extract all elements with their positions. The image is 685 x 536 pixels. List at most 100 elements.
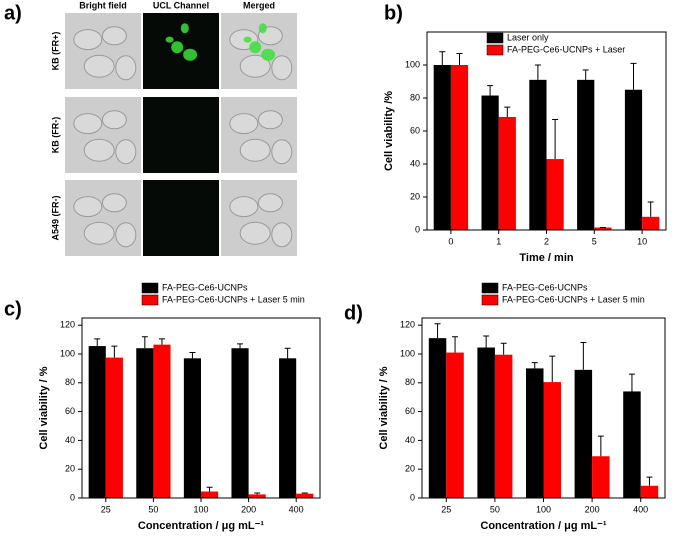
bar: [640, 485, 659, 498]
image-background: [143, 180, 219, 256]
micrograph: [65, 97, 141, 173]
bar: [279, 358, 297, 498]
bar: [428, 338, 447, 498]
cell: [83, 138, 115, 162]
error-bar: [94, 338, 101, 347]
y-tick-label: 20: [405, 464, 415, 474]
legend-swatch: [141, 282, 159, 294]
x-tick-label: 200: [585, 504, 600, 514]
error-bar: [597, 435, 604, 457]
bar: [529, 79, 547, 230]
error-bar: [483, 335, 490, 348]
y-tick-label: 60: [65, 406, 75, 416]
x-tick-label: 50: [148, 504, 158, 514]
legend-swatch: [486, 32, 504, 44]
cell: [271, 139, 293, 165]
error-bar: [630, 62, 637, 90]
y-tick-label: 120: [400, 320, 415, 330]
error-bar: [254, 492, 261, 495]
error-bar: [111, 345, 118, 358]
error-bar: [646, 476, 653, 486]
y-tick-label: 80: [65, 377, 75, 387]
column-header: Bright field: [79, 0, 127, 10]
error-bar: [628, 373, 635, 392]
y-tick-label: 100: [60, 348, 75, 358]
error-bar: [206, 486, 213, 492]
bar: [153, 344, 171, 498]
bar: [577, 79, 595, 230]
plot-frame: [426, 31, 667, 231]
micrograph: [143, 97, 219, 173]
bar: [136, 348, 154, 498]
error-bar: [582, 69, 589, 80]
x-tick-label: 2: [544, 236, 549, 246]
fluorescence: [249, 41, 262, 54]
bar: [201, 491, 219, 498]
panel-label: d): [344, 302, 363, 324]
fluorescence: [261, 48, 276, 61]
cell: [73, 113, 103, 135]
y-tick-label: 120: [60, 320, 75, 330]
bar: [498, 116, 516, 230]
legend-swatch: [481, 282, 499, 294]
micrograph: [221, 97, 297, 173]
bar: [183, 358, 201, 498]
fluorescence: [165, 36, 174, 43]
x-axis-label: Time / min: [519, 252, 573, 264]
cell: [83, 221, 115, 245]
y-tick-label: 0: [415, 224, 420, 234]
bar: [546, 159, 564, 230]
bar: [592, 456, 610, 498]
y-axis-label: Cell viability /%: [383, 91, 395, 171]
bar: [481, 95, 499, 231]
y-tick-label: 80: [410, 92, 420, 102]
plot-frame: [421, 317, 666, 499]
y-tick-label: 20: [410, 191, 420, 201]
legend-label: FA-PEG-Ce6-UCNPs + Laser 5 min: [502, 294, 645, 304]
x-tick-label: 400: [633, 504, 648, 514]
panel-label: a): [4, 2, 22, 24]
fluorescence: [258, 23, 267, 34]
legend-label: FA-PEG-Ce6-UCNPs + Laser: [507, 44, 625, 54]
micrograph: [65, 13, 141, 89]
error-bar: [504, 106, 511, 117]
fluorescence: [183, 48, 198, 61]
micrograph: [65, 180, 141, 256]
cell: [73, 29, 103, 51]
error-bar: [552, 118, 559, 160]
bar: [105, 357, 123, 498]
cell: [271, 222, 293, 248]
cell: [101, 110, 127, 130]
x-tick-label: 200: [241, 504, 256, 514]
bar: [494, 354, 513, 498]
bar: [477, 347, 495, 498]
y-tick-label: 60: [410, 125, 420, 135]
x-tick-label: 10: [637, 236, 647, 246]
fluorescence: [171, 41, 184, 54]
x-tick-label: 1: [496, 236, 501, 246]
y-axis-label: Cell viability / %: [378, 366, 390, 449]
x-axis-label: Concentration / μg mL⁻¹: [138, 520, 265, 532]
error-bar: [439, 51, 446, 65]
cell: [239, 138, 271, 162]
y-tick-label: 0: [70, 492, 75, 502]
y-tick-label: 0: [410, 492, 415, 502]
micrograph: [221, 13, 297, 89]
image-background: [143, 97, 219, 173]
legend-label: Laser only: [507, 32, 549, 42]
cell: [229, 113, 259, 135]
bar: [231, 348, 249, 498]
x-axis-label: Concentration / μg mL⁻¹: [480, 520, 607, 532]
cell: [115, 222, 137, 248]
plot-frame: [81, 317, 321, 499]
panel-label: b): [384, 2, 403, 24]
cell: [271, 55, 293, 81]
error-bar: [452, 336, 459, 353]
x-tick-label: 25: [441, 504, 451, 514]
y-tick-label: 40: [405, 435, 415, 445]
bar: [594, 227, 612, 230]
micrograph: [221, 180, 297, 256]
micrograph: [143, 180, 219, 256]
bar: [623, 391, 641, 498]
cell: [115, 55, 137, 81]
